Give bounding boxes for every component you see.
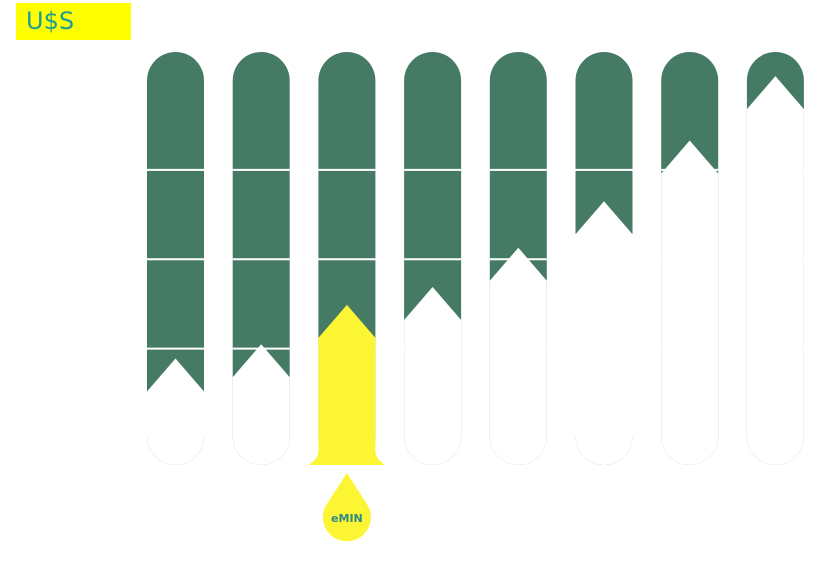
bar-group <box>746 52 804 465</box>
bar-group <box>308 52 386 465</box>
marker-label: eMIN <box>331 512 363 525</box>
bar-value-highlight <box>308 304 386 465</box>
min-marker: eMIN <box>322 473 371 542</box>
bar-value <box>746 76 804 465</box>
bar-value <box>232 344 290 465</box>
bar-value <box>575 201 633 465</box>
bar-group <box>147 52 204 465</box>
bar-value <box>404 287 462 465</box>
bar-value <box>489 247 547 465</box>
marker-drop <box>322 473 371 542</box>
chart-title: U$S <box>16 3 131 40</box>
bar-group <box>575 52 633 465</box>
bar-value <box>661 140 719 465</box>
bars-layer <box>147 52 804 465</box>
bar-value <box>147 358 204 465</box>
bar-group <box>232 52 290 465</box>
bar-group <box>404 52 462 465</box>
bar-group <box>489 52 547 465</box>
bar-group <box>661 52 719 465</box>
